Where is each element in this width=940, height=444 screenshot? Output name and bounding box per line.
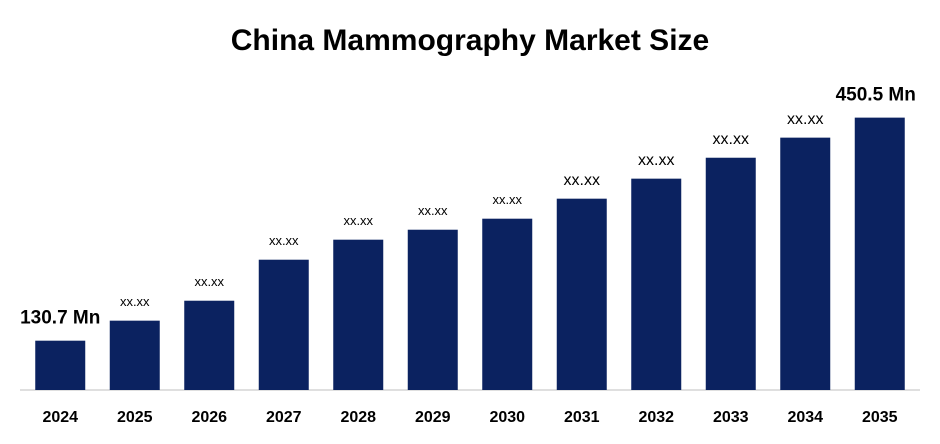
- value-label: xx.xx: [269, 233, 299, 248]
- value-label: xx.xx: [418, 203, 448, 218]
- x-tick-label: 2025: [117, 409, 153, 426]
- chart-title: China Mammography Market Size: [231, 24, 709, 57]
- value-label: xx.xx: [564, 172, 600, 189]
- x-tick-label: 2029: [415, 409, 451, 426]
- bar: [705, 157, 756, 390]
- x-tick-label: 2028: [340, 409, 376, 426]
- bar: [780, 137, 831, 390]
- value-label: xx.xx: [343, 213, 373, 228]
- bar: [35, 340, 86, 390]
- bar: [631, 178, 682, 390]
- x-tick-label: 2035: [862, 409, 898, 426]
- value-label: xx.xx: [492, 192, 522, 207]
- x-tick-label: 2032: [638, 409, 674, 426]
- value-label: xx.xx: [713, 131, 749, 148]
- bar: [407, 229, 458, 390]
- bar: [854, 117, 905, 390]
- value-label: xx.xx: [787, 111, 823, 128]
- bar: [258, 259, 309, 390]
- bar: [184, 300, 235, 390]
- x-tick-label: 2030: [489, 409, 525, 426]
- x-tick-label: 2027: [266, 409, 302, 426]
- value-label: xx.xx: [120, 294, 150, 309]
- x-tick-label: 2026: [191, 409, 227, 426]
- x-tick-label: 2034: [787, 409, 823, 426]
- bar: [482, 218, 533, 390]
- value-label: 130.7 Mn: [20, 308, 100, 329]
- value-label: 450.5 Mn: [836, 85, 916, 106]
- bar: [333, 239, 384, 390]
- value-label: xx.xx: [638, 152, 674, 169]
- bar: [556, 198, 607, 390]
- bar: [109, 320, 160, 390]
- x-tick-label: 2031: [564, 409, 600, 426]
- value-label: xx.xx: [194, 274, 224, 289]
- x-tick-label: 2033: [713, 409, 749, 426]
- x-tick-label: 2024: [42, 409, 78, 426]
